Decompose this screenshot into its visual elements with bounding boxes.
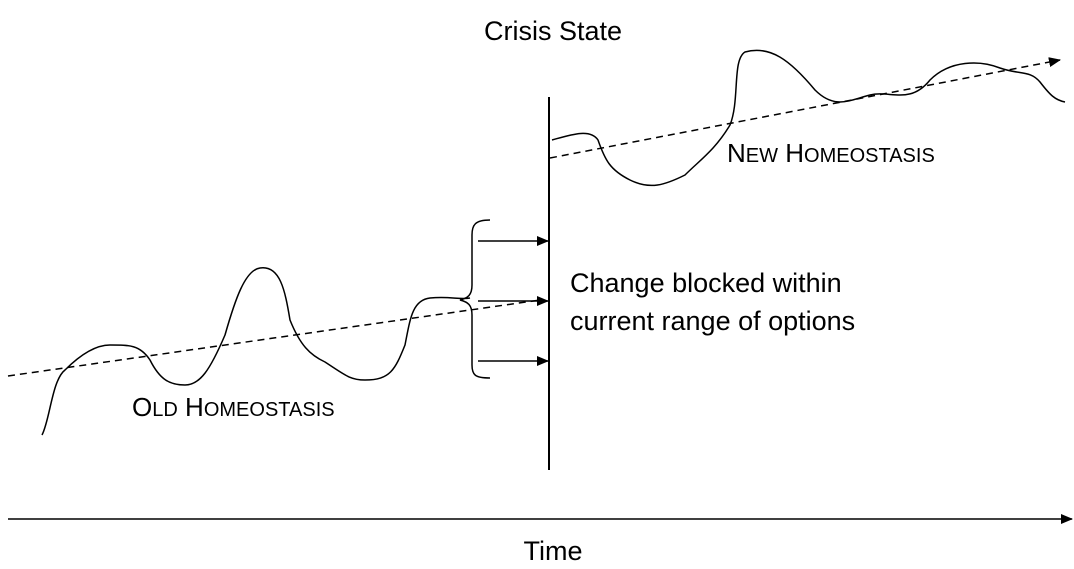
old-label: OLD HOMEOSTASIS	[132, 392, 335, 422]
text: H	[185, 392, 204, 422]
new-curve	[551, 49, 1066, 187]
text: OMEOSTASIS	[804, 145, 935, 167]
text: H	[785, 138, 804, 168]
text: N	[727, 138, 746, 168]
text: EW	[746, 145, 778, 167]
time-label: Time	[524, 536, 583, 566]
crisis-label: Crisis State	[484, 16, 622, 46]
text: OMEOSTASIS	[204, 399, 335, 421]
old-trend	[7, 299, 541, 377]
blocked-label: Change blocked within	[570, 268, 842, 298]
blocked-label: current range of options	[570, 306, 855, 336]
new-trend	[549, 57, 1061, 159]
old-curve	[41, 267, 471, 436]
text: LD	[152, 399, 178, 421]
text: O	[132, 392, 152, 422]
brace	[459, 219, 491, 379]
new-label: NEW HOMEOSTASIS	[727, 138, 935, 168]
